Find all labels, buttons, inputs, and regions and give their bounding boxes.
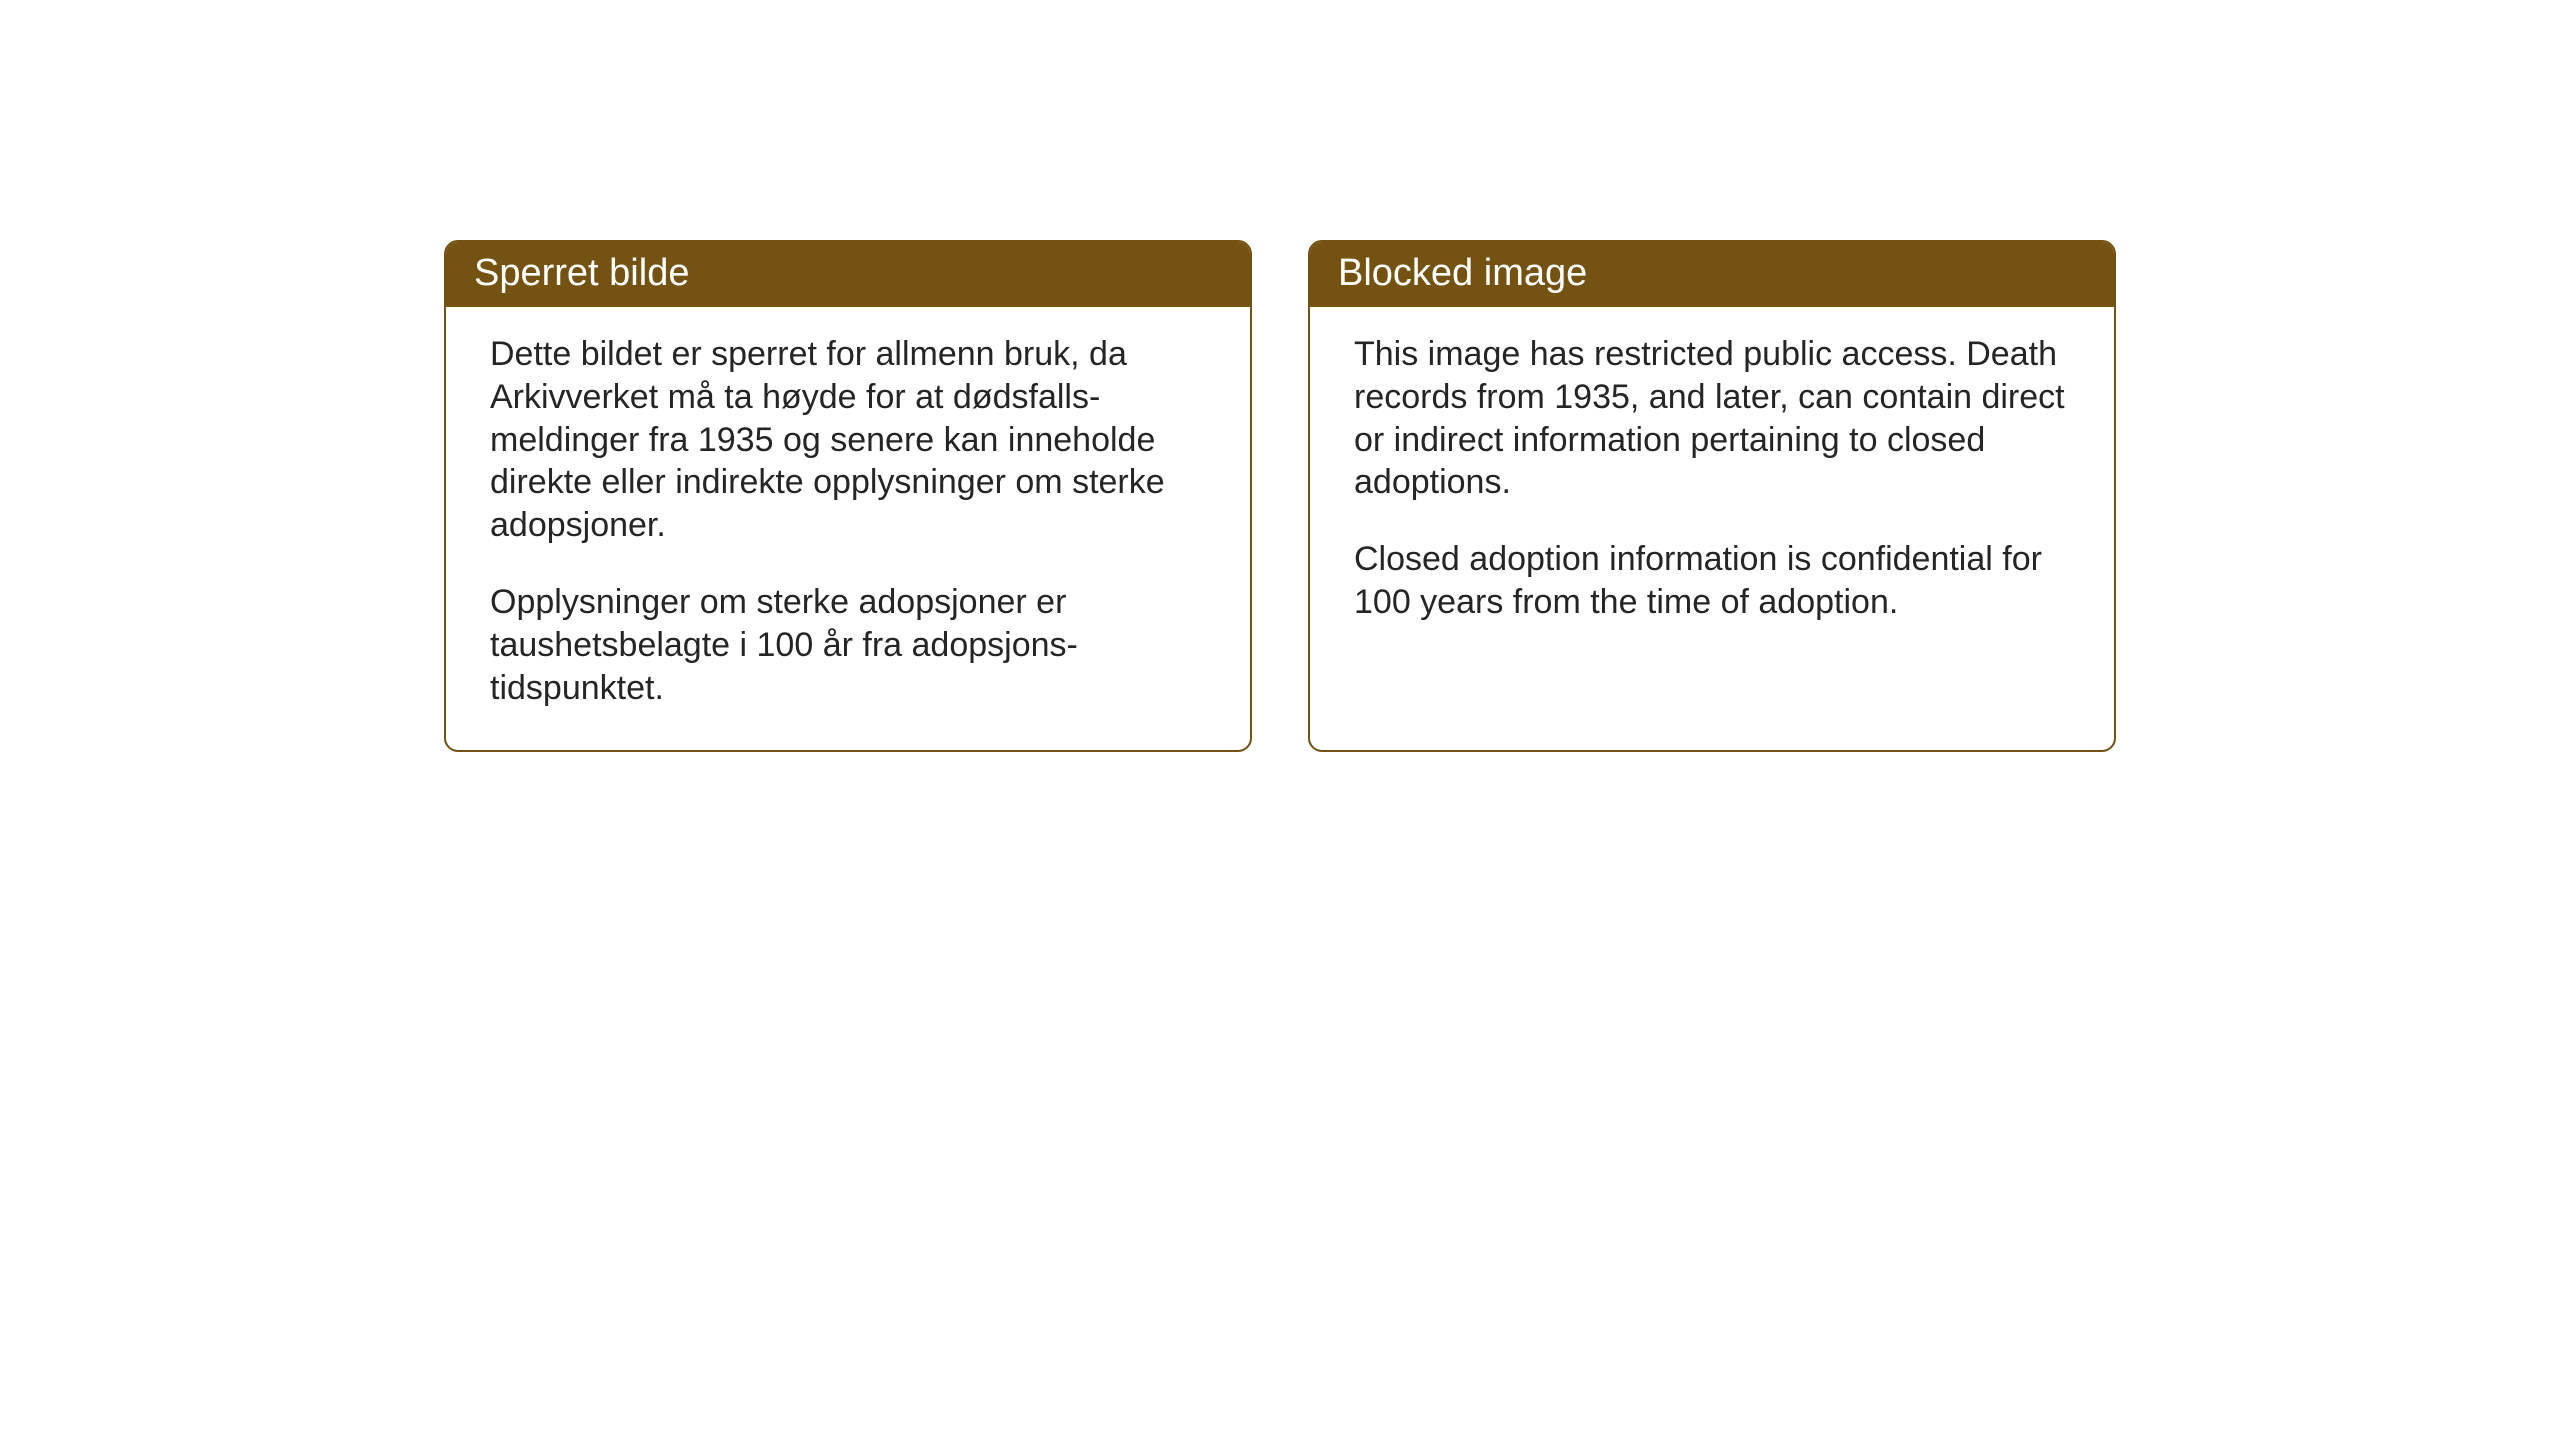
notice-card-english: Blocked image This image has restricted … <box>1308 240 2116 752</box>
notice-paragraph: Opplysninger om sterke adopsjoner er tau… <box>490 581 1206 709</box>
card-body: This image has restricted public access.… <box>1310 307 2114 695</box>
notice-paragraph: Closed adoption information is confident… <box>1354 538 2070 624</box>
card-header: Sperret bilde <box>446 242 1250 307</box>
notice-paragraph: Dette bildet er sperret for allmenn bruk… <box>490 333 1206 547</box>
card-header: Blocked image <box>1310 242 2114 307</box>
card-body: Dette bildet er sperret for allmenn bruk… <box>446 307 1250 750</box>
notice-paragraph: This image has restricted public access.… <box>1354 333 2070 504</box>
notice-card-norwegian: Sperret bilde Dette bildet er sperret fo… <box>444 240 1252 752</box>
notice-container: Sperret bilde Dette bildet er sperret fo… <box>444 240 2116 752</box>
